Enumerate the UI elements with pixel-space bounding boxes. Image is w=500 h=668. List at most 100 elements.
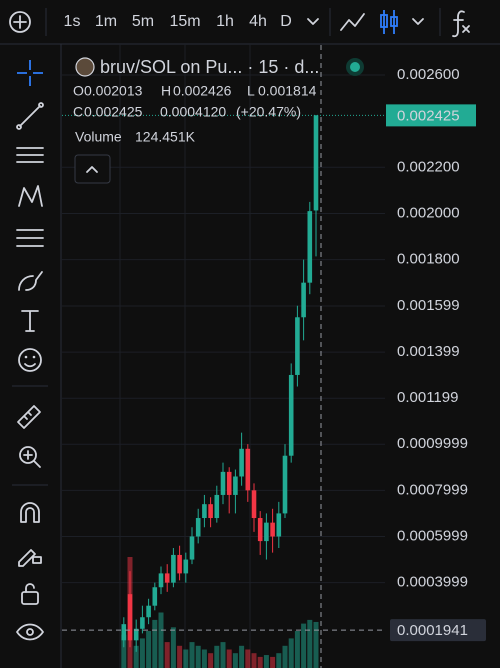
candle-body bbox=[301, 282, 306, 318]
ohlc-value: 0.002013 bbox=[84, 83, 143, 99]
volume-bar bbox=[170, 627, 176, 668]
candle-body bbox=[251, 490, 257, 519]
volume-bar bbox=[177, 645, 183, 668]
volume-bar bbox=[208, 653, 214, 668]
interval-menu-button[interactable] bbox=[307, 18, 319, 25]
lock-tool[interactable] bbox=[21, 583, 39, 605]
volume-bar bbox=[146, 631, 152, 668]
volume-bar bbox=[276, 653, 282, 668]
y-tick-label: 0.001800 bbox=[397, 251, 460, 268]
text-tool[interactable] bbox=[21, 310, 39, 332]
candle-body bbox=[189, 536, 195, 560]
zoom-tool[interactable] bbox=[19, 446, 41, 468]
volume-bar bbox=[307, 619, 313, 668]
ohlc-value: 0.002426 bbox=[173, 83, 232, 99]
horizontal-lines-tool[interactable] bbox=[16, 147, 44, 163]
candle-body bbox=[146, 605, 151, 618]
pattern-tool[interactable] bbox=[18, 185, 43, 207]
candle-body bbox=[233, 476, 238, 495]
collapse-legend-button[interactable] bbox=[74, 154, 111, 184]
volume-bar bbox=[232, 653, 238, 668]
candle-chart-button[interactable] bbox=[380, 10, 398, 34]
candle-body bbox=[133, 628, 139, 641]
interval-button[interactable]: 4h bbox=[249, 13, 267, 30]
candle-body bbox=[270, 522, 275, 537]
candle-body bbox=[276, 513, 282, 537]
ohlc-value: 0.001814 bbox=[258, 83, 317, 99]
candle-body bbox=[288, 374, 294, 456]
plot bbox=[62, 45, 385, 668]
y-tick-label: 0.001199 bbox=[397, 389, 458, 406]
volume-bar bbox=[270, 656, 276, 668]
change-value: 0.0004120 bbox=[160, 104, 226, 120]
candle-body bbox=[127, 594, 133, 641]
change-percent: (+20.47%) bbox=[236, 104, 301, 120]
interval-button[interactable]: 5m bbox=[132, 13, 154, 30]
volume-bar bbox=[195, 645, 201, 668]
fibonacci-tool[interactable] bbox=[16, 229, 44, 247]
ohlc-letter: O bbox=[73, 83, 84, 99]
lock-drawings-tool[interactable] bbox=[18, 549, 42, 567]
interval-button[interactable]: 1s bbox=[64, 13, 81, 30]
trend-line-tool[interactable] bbox=[16, 102, 44, 130]
magnet-tool[interactable] bbox=[20, 502, 40, 523]
visibility-tool[interactable] bbox=[16, 623, 44, 641]
volume-bar bbox=[257, 656, 263, 668]
candle-body bbox=[164, 573, 170, 583]
interval-button[interactable]: 15m bbox=[169, 13, 200, 30]
line-chart-button[interactable] bbox=[340, 13, 365, 31]
candle-body bbox=[257, 518, 263, 542]
candle-body bbox=[121, 624, 127, 641]
interval-button[interactable]: 1m bbox=[95, 13, 117, 30]
y-tick-label: 0.0009999 bbox=[397, 435, 468, 452]
interval-button[interactable]: D bbox=[280, 13, 292, 30]
indicators-button[interactable] bbox=[452, 10, 470, 38]
volume-bar bbox=[288, 638, 294, 668]
symbol-title: bruv/SOL on Pu... · 15 · d... bbox=[100, 57, 319, 77]
volume-bar bbox=[164, 642, 170, 668]
ohlc-letter: H bbox=[161, 83, 171, 99]
candle-body bbox=[313, 115, 319, 211]
y-tick-label: 0.001399 bbox=[397, 343, 460, 360]
chart-type-menu-button[interactable] bbox=[412, 18, 424, 25]
grid bbox=[62, 44, 385, 668]
y-tick-label: 0.0007999 bbox=[397, 481, 468, 498]
volume-bar bbox=[214, 645, 220, 668]
y-tick-label: 0.002200 bbox=[397, 158, 460, 175]
ohlc-letter: L bbox=[247, 83, 255, 99]
volume-bar bbox=[152, 619, 158, 668]
candle-body bbox=[152, 587, 158, 606]
volume-bar bbox=[313, 621, 319, 668]
candle-body bbox=[195, 518, 201, 537]
volume-bar bbox=[158, 612, 164, 668]
symbol-avatar bbox=[75, 57, 95, 77]
interval-button[interactable]: 1h bbox=[216, 13, 234, 30]
volume-bar bbox=[189, 642, 195, 668]
ohlc-value: 0.002425 bbox=[84, 104, 143, 120]
volume-bar bbox=[282, 645, 288, 668]
ruler-tool[interactable] bbox=[17, 405, 41, 429]
volume-bar bbox=[226, 649, 232, 668]
ohlc-letter: C bbox=[73, 104, 83, 120]
volume-value: 124.451K bbox=[135, 129, 196, 145]
left-toolbar bbox=[12, 60, 48, 641]
volume-bar bbox=[201, 649, 207, 668]
candle-body bbox=[264, 522, 269, 542]
add-symbol-button[interactable] bbox=[9, 11, 31, 33]
crosshair-tool[interactable] bbox=[17, 60, 43, 86]
candle-body bbox=[220, 471, 226, 495]
candle-body bbox=[307, 211, 313, 283]
volume-title: Volume bbox=[75, 129, 122, 145]
emoji-tool[interactable] bbox=[18, 348, 42, 372]
candle-body bbox=[239, 448, 244, 477]
crosshair-price-box bbox=[390, 619, 486, 642]
brush-tool[interactable] bbox=[18, 271, 43, 291]
volume-bar bbox=[239, 645, 245, 668]
volume-bar bbox=[139, 638, 145, 668]
volume-bar bbox=[183, 649, 189, 668]
top-toolbar: 1s 1m 5m 15m 1h 4h D bbox=[9, 8, 470, 38]
price-axis: 0.002600 0.002200 0.002000 0.001800 0.001599… bbox=[386, 66, 486, 642]
status-dot bbox=[350, 62, 360, 72]
